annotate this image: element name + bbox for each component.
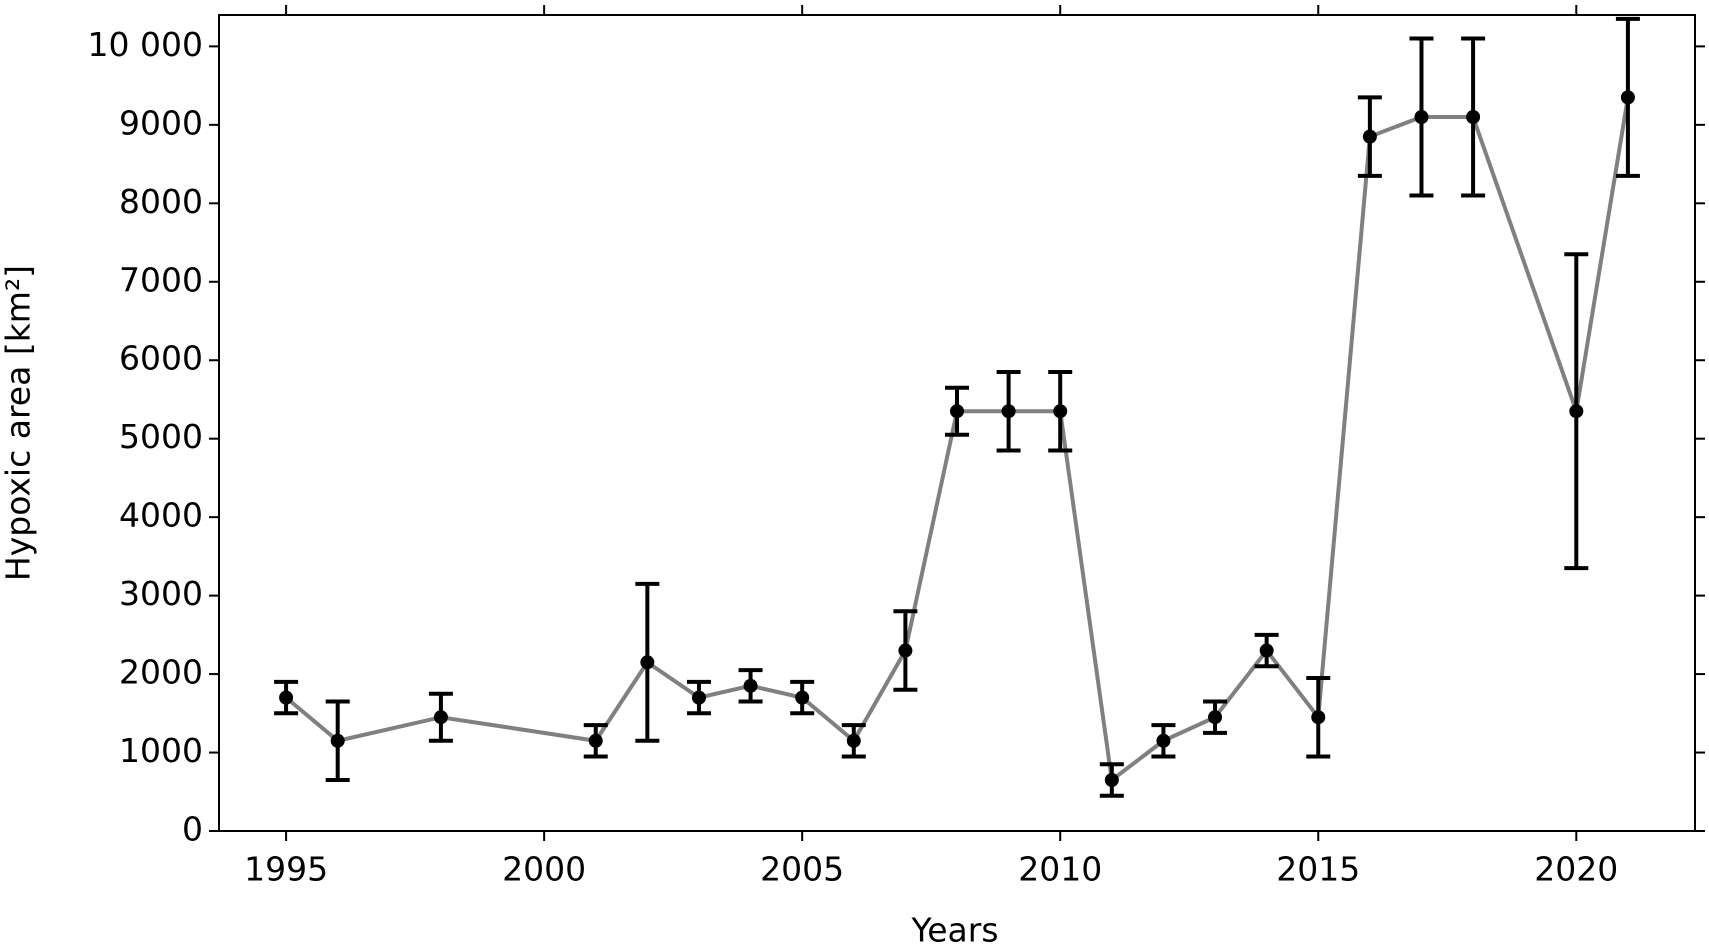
data-point — [1104, 773, 1119, 787]
data-point — [950, 404, 964, 419]
y-tick-label: 6000 — [119, 339, 203, 378]
data-point — [898, 643, 913, 658]
plot-frame — [218, 14, 1696, 832]
data-point — [846, 733, 861, 748]
y-tick-label: 7000 — [119, 260, 203, 299]
y-tick-label: 1000 — [119, 731, 203, 770]
data-point — [279, 690, 294, 705]
y-tick-label: 5000 — [119, 417, 203, 456]
y-tick-label: 2000 — [119, 653, 203, 692]
data-point — [1414, 110, 1429, 124]
x-tick-label: 2005 — [760, 850, 844, 889]
data-point — [433, 710, 448, 725]
data-point — [330, 733, 345, 748]
data-point — [1311, 710, 1326, 725]
y-tick-label: 10 000 — [88, 25, 203, 64]
x-axis-label: Years — [910, 911, 998, 948]
data-point — [1259, 643, 1274, 658]
data-point — [795, 690, 810, 705]
x-tick-label: 2010 — [1018, 850, 1102, 889]
x-tick-label: 1995 — [244, 850, 328, 889]
data-point — [1620, 90, 1635, 105]
series-line — [284, 97, 1630, 784]
data-point — [1362, 129, 1377, 144]
y-axis-label: Hypoxic area [km²] — [0, 265, 38, 581]
data-point — [1001, 404, 1016, 419]
y-tick-label: 9000 — [119, 103, 203, 142]
data-point — [588, 733, 603, 748]
data-point — [1466, 110, 1481, 124]
data-point — [1208, 710, 1223, 725]
y-tick-label: 0 — [182, 810, 203, 849]
y-tick-label: 3000 — [119, 574, 203, 613]
x-tick-label: 2015 — [1276, 850, 1360, 889]
data-point — [743, 678, 758, 693]
data-point — [1156, 733, 1171, 748]
data-point — [640, 655, 655, 670]
data-point — [1569, 404, 1584, 419]
data-point — [691, 690, 706, 705]
x-tick-label: 2020 — [1534, 850, 1618, 889]
data-point — [1053, 404, 1068, 419]
y-tick-label: 4000 — [119, 496, 203, 535]
y-tick-label: 8000 — [119, 182, 203, 221]
x-tick-label: 2000 — [502, 850, 586, 889]
